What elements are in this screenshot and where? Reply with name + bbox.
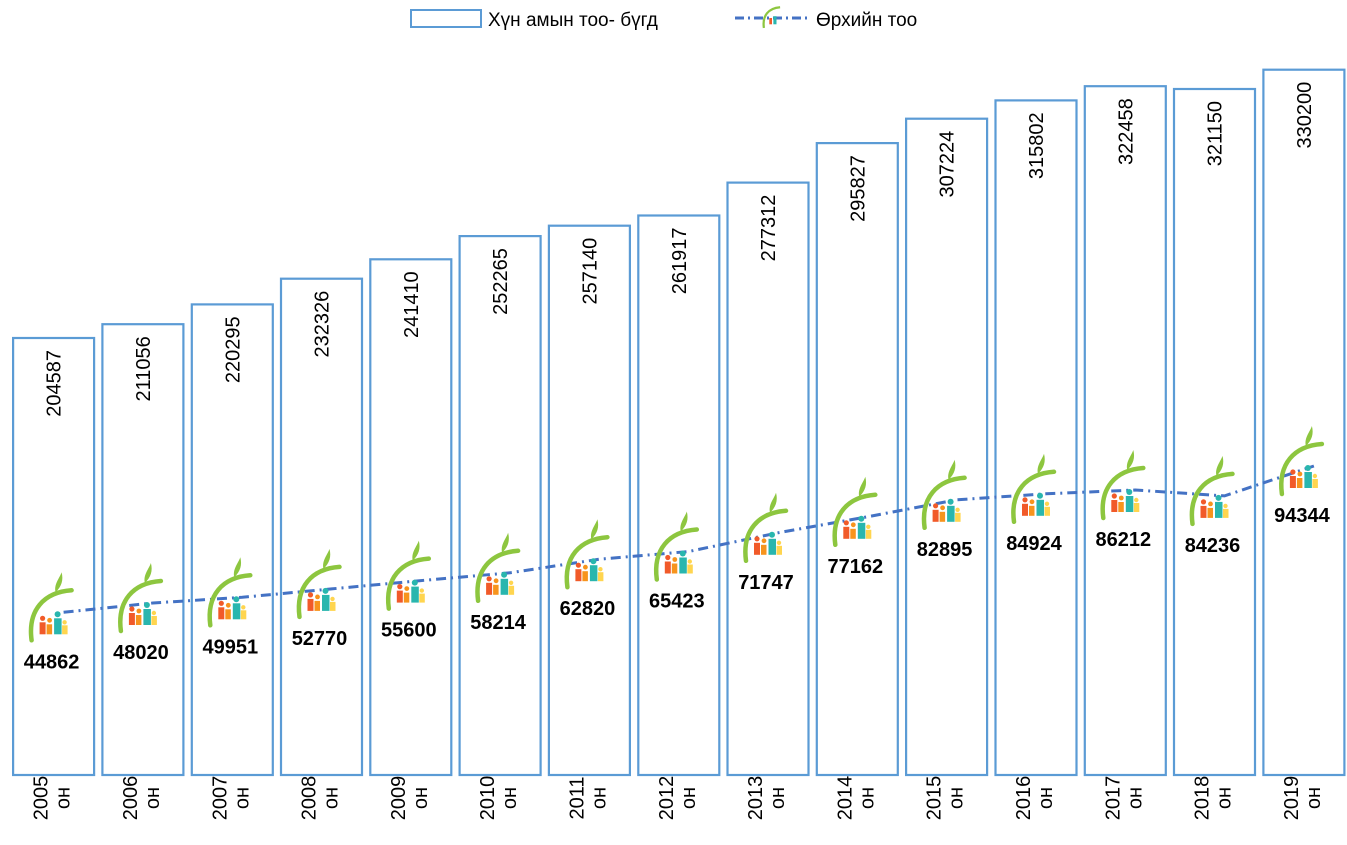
household-value-label: 84924 xyxy=(1006,533,1062,555)
population-value-label: 211056 xyxy=(133,336,155,401)
family-logo-icon xyxy=(296,548,342,620)
x-axis-tick-labels: 2005он 2006он 2007он 2008он 2009он 2010он 2011… xyxy=(31,776,1325,821)
x-axis-tick-label: 2016он xyxy=(1013,776,1057,821)
family-logo-icon xyxy=(653,511,700,582)
population-value-label: 321150 xyxy=(1205,101,1227,166)
household-value-label: 65423 xyxy=(649,591,705,613)
population-bar xyxy=(994,99,1078,777)
family-logo-icon xyxy=(1189,455,1235,527)
population-bar xyxy=(547,224,632,777)
family-logo-icon xyxy=(28,572,74,643)
population-bar xyxy=(1083,85,1167,777)
household-value-label: 48020 xyxy=(113,642,169,664)
population-bar xyxy=(12,336,96,777)
x-axis-tick-label: 2018он xyxy=(1192,776,1236,821)
family-logo-icon xyxy=(832,476,878,548)
household-value-label: 94344 xyxy=(1274,505,1330,527)
population-value-label: 322458 xyxy=(1115,98,1137,165)
population-value-label: 295827 xyxy=(847,155,869,222)
x-axis-tick-label: 2019он xyxy=(1281,776,1325,821)
x-axis-tick-label: 2015он xyxy=(924,776,968,821)
household-markers-group xyxy=(28,426,1325,643)
household-value-label: 49951 xyxy=(202,636,258,658)
population-value-label: 232326 xyxy=(312,291,334,358)
household-value-label: 86212 xyxy=(1095,529,1151,551)
x-axis-tick-label: 2012он xyxy=(656,776,700,821)
population-value-label: 257140 xyxy=(579,238,601,305)
population-bar xyxy=(458,235,542,777)
household-value-label: 77162 xyxy=(827,556,883,578)
x-axis-tick-label: 2014он xyxy=(834,776,878,821)
x-axis-tick-label: 2008он xyxy=(299,776,343,821)
population-value-label: 204587 xyxy=(44,350,66,417)
family-logo-icon xyxy=(1100,450,1146,521)
family-logo-icon xyxy=(385,540,432,611)
population-value-label: 220295 xyxy=(222,316,244,383)
family-logo-icon xyxy=(118,563,164,634)
population-value-label: 261917 xyxy=(669,228,691,295)
household-value-label: 44862 xyxy=(24,651,80,673)
legend-population-label: Хүн амын тоо- бүгд xyxy=(488,10,658,31)
family-logo-icon xyxy=(475,532,521,604)
household-value-label: 52770 xyxy=(292,628,348,650)
household-value-label: 55600 xyxy=(381,620,437,642)
household-value-label: 82895 xyxy=(917,539,973,561)
family-logo-icon xyxy=(1011,453,1057,525)
family-logo-icon xyxy=(207,557,253,628)
x-axis-tick-label: 2010он xyxy=(477,776,521,821)
family-logo-icon xyxy=(564,519,610,590)
x-axis-tick-label: 2017он xyxy=(1102,776,1146,821)
bar-labels-group: 204587 211056 220295 232326 241410 252265 2571… xyxy=(44,82,1316,417)
population-value-label: 330200 xyxy=(1294,82,1316,149)
household-value-label: 71747 xyxy=(738,572,794,594)
x-axis-tick-label: 2011он xyxy=(566,776,610,819)
population-bar xyxy=(101,323,185,777)
x-axis-tick-label: 2013он xyxy=(745,776,789,821)
household-labels-group: 44862 48020 49951 52770 55600 58214 62820 65423… xyxy=(24,505,1331,673)
population-bar xyxy=(1262,68,1346,777)
x-axis-tick-label: 2005он xyxy=(31,776,75,821)
legend-family-logo-icon xyxy=(762,6,781,29)
population-value-label: 277312 xyxy=(758,195,780,262)
x-axis-tick-label: 2006он xyxy=(120,776,164,821)
x-axis-tick-label: 2009он xyxy=(388,776,432,821)
population-value-label: 315802 xyxy=(1026,112,1048,179)
household-value-label: 84236 xyxy=(1185,535,1241,557)
family-logo-icon xyxy=(1279,426,1325,497)
household-value-label: 62820 xyxy=(560,598,616,620)
family-logo-icon xyxy=(921,459,967,531)
population-bar xyxy=(1172,87,1257,777)
household-value-label: 58214 xyxy=(470,612,526,634)
population-bar xyxy=(637,214,721,777)
population-bar xyxy=(369,258,453,777)
population-value-label: 307224 xyxy=(937,131,959,198)
population-value-label: 241410 xyxy=(401,271,423,338)
population-bar xyxy=(815,142,899,777)
legend-bar-swatch xyxy=(410,9,482,28)
legend: Хүн амын тоо- бүгд Өрхийн тоо xyxy=(410,6,917,31)
population-value-label: 252265 xyxy=(490,248,512,315)
x-axis-tick-label: 2007он xyxy=(209,776,253,821)
population-bar xyxy=(279,277,364,777)
bars-group xyxy=(12,68,1346,777)
population-bar xyxy=(190,303,274,777)
population-bar xyxy=(904,117,989,777)
family-logo-icon xyxy=(743,492,789,564)
population-bar xyxy=(726,181,810,777)
legend-household-label: Өрхийн тоо xyxy=(816,10,917,31)
